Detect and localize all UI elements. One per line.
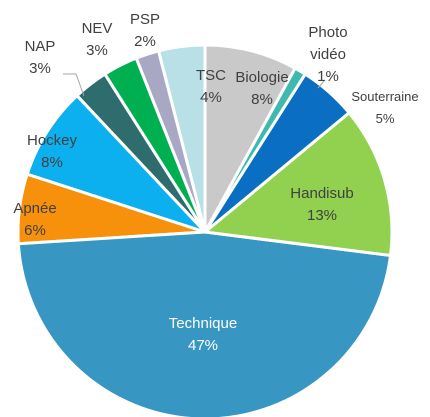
value-label: 5% (375, 111, 395, 126)
value-label: 1% (317, 68, 339, 85)
value-label: 6% (24, 222, 46, 239)
value-label: 8% (251, 91, 273, 108)
leader-line (317, 79, 326, 89)
category-label: NAP (24, 38, 56, 55)
slice-label: Technique 47% (153, 313, 253, 357)
category-label: NEV (81, 20, 113, 37)
value-label: 2% (134, 33, 156, 50)
slice-label: TSC 4% (186, 65, 236, 109)
leader-line (63, 73, 85, 97)
category-label: Photo vidéo (308, 24, 348, 63)
slice-label: Apnée 6% (0, 198, 70, 242)
slice (25, 93, 207, 234)
slice-label: NAP 3% (15, 36, 65, 80)
slice (201, 110, 394, 258)
value-label: 8% (41, 154, 63, 171)
slice-label: Biologie 8% (222, 67, 302, 111)
value-label: 47% (187, 337, 219, 354)
category-label: Technique (168, 315, 238, 332)
value-label: 3% (86, 42, 108, 59)
slice-label: Souterraine 5% (335, 86, 430, 130)
category-label: Apnée (13, 200, 57, 217)
slice (16, 230, 393, 417)
category-label: Biologie (235, 69, 289, 86)
value-label: 3% (29, 60, 51, 77)
value-label: 13% (306, 207, 338, 224)
category-label: Handisub (290, 185, 354, 202)
category-label: Souterraine (351, 89, 419, 104)
slice (203, 43, 298, 233)
category-label: Hockey (26, 132, 78, 149)
slice-label: Photo vidéo 1% (298, 22, 358, 88)
category-label: TSC (196, 67, 226, 84)
value-label: 4% (200, 89, 222, 106)
slice-label: Hockey 8% (17, 130, 87, 174)
slice-label: PSP 2% (120, 9, 170, 53)
category-label: PSP (129, 11, 160, 28)
slice-label: NEV 3% (72, 18, 122, 62)
slice-label: Handisub 13% (277, 183, 367, 227)
